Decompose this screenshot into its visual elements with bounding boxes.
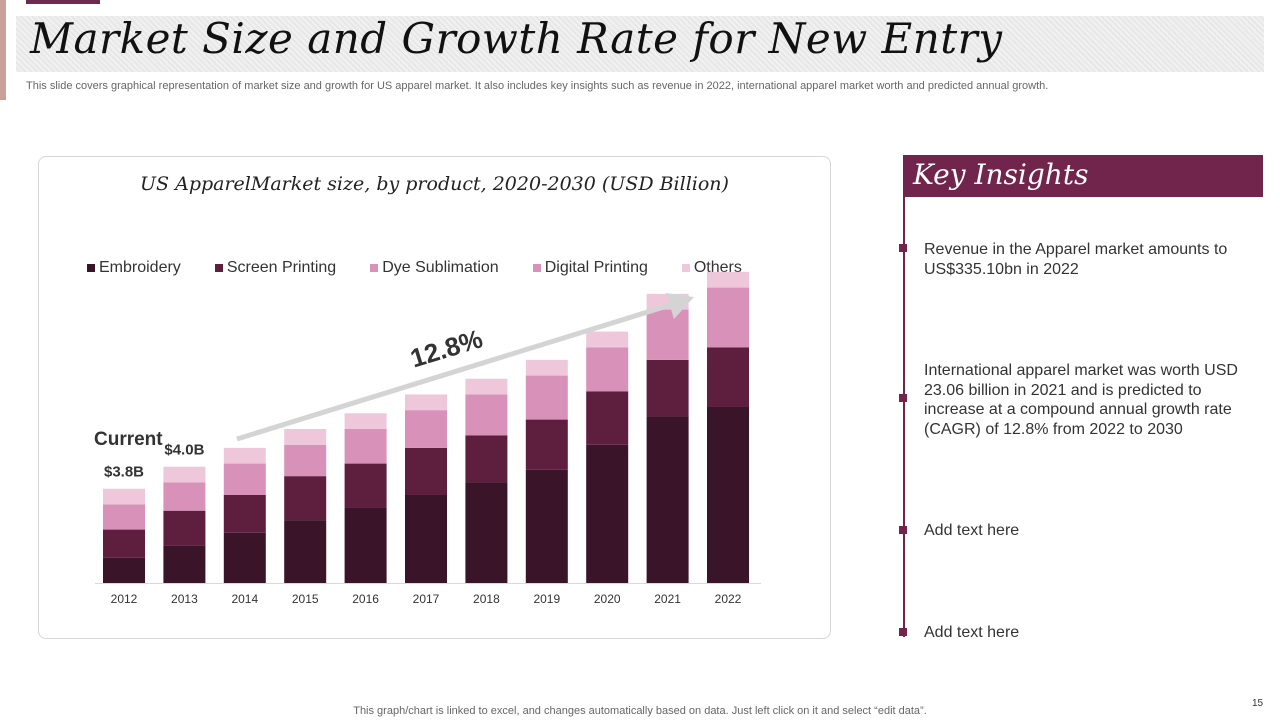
timeline-line (903, 197, 905, 637)
legend-item: Dye Sublimation (370, 259, 499, 277)
bar-segment (586, 444, 629, 583)
bar-segment (223, 463, 266, 495)
legend-swatch (681, 264, 690, 272)
legend-item: Screen Printing (214, 259, 337, 277)
slide-subtitle: This slide covers graphical representati… (26, 80, 1049, 92)
side-accent-bar (0, 0, 6, 100)
bar-segment (707, 287, 749, 348)
bar-segment (465, 394, 508, 436)
bar-segment (163, 466, 206, 483)
bar-segment (163, 482, 206, 511)
bar-value-label: $3.8B (104, 464, 144, 481)
footer-note: This graph/chart is linked to excel, and… (353, 705, 927, 717)
legend-item: Embroidery (87, 259, 181, 277)
stacked-bar-chart[interactable]: 2012 2013 2014 2015 2016 2017 2018 2019 2020 2021… (39, 157, 832, 640)
bar-segment (465, 482, 508, 583)
chart-legend: Embroidery Screen Printing Dye Sublimation… (87, 259, 776, 277)
bar-segment (284, 520, 327, 583)
bar-segment (405, 410, 447, 448)
legend-label: Screen Printing (226, 259, 337, 276)
bar-segment (525, 375, 568, 420)
bar-segment (344, 507, 387, 583)
x-tick-label: 2012 (111, 592, 138, 606)
x-tick-label: 2020 (594, 592, 621, 606)
legend-item: Others (681, 259, 742, 277)
chart-title: US ApparelMarket size, by product, 2020-… (140, 173, 729, 195)
legend-swatch (532, 264, 541, 272)
bar-segment (223, 447, 266, 464)
bar-segment (163, 545, 206, 583)
insight-text-2: International apparel market was worth U… (924, 362, 1238, 438)
bar-segment (465, 378, 508, 395)
bar-segment (405, 394, 447, 411)
x-tick-label: 2021 (654, 592, 681, 606)
x-tick-label: 2014 (231, 592, 258, 606)
legend-swatch (370, 264, 379, 272)
bar-segment (707, 271, 749, 288)
bar-segment (284, 444, 327, 477)
x-tick-label: 2015 (292, 592, 319, 606)
bar-segment (465, 435, 508, 483)
legend-label: Embroidery (99, 259, 181, 276)
x-tick-label: 2018 (473, 592, 500, 606)
growth-arrow-line (236, 299, 681, 442)
x-tick-label: 2016 (352, 592, 379, 606)
growth-arrow-head (666, 293, 694, 319)
chart-card[interactable]: US ApparelMarket size, by product, 2020-… (38, 156, 831, 639)
bar-segment (103, 557, 145, 583)
title-band (16, 16, 1264, 72)
x-tick-label: 2019 (533, 592, 560, 606)
bar-segment (223, 495, 266, 533)
key-insights-header: Key Insights (903, 155, 1263, 197)
bar-segment (646, 416, 689, 583)
bar-segment (707, 347, 749, 407)
insight-bullet-1 (899, 244, 907, 252)
legend-item: Digital Printing (532, 259, 648, 277)
insight-bullet-3 (899, 526, 907, 534)
bar-segment (525, 419, 568, 470)
bar-segment (525, 469, 568, 583)
bar-segment (646, 359, 689, 417)
insight-bullet-4 (899, 628, 907, 636)
bar-segment (284, 476, 327, 521)
bar-segment (344, 429, 387, 464)
legend-swatch (214, 264, 223, 272)
legend-label: Digital Printing (544, 259, 648, 276)
legend-label: Dye Sublimation (382, 259, 499, 276)
bar-segment (344, 413, 387, 429)
bar-segment (586, 391, 629, 445)
insight-text-1: Revenue in the Apparel market amounts to… (924, 241, 1228, 278)
bar-segment (586, 347, 629, 392)
page-number: 15 (1252, 698, 1264, 709)
bar-segment (223, 532, 266, 583)
bar-segment (405, 495, 447, 583)
bar-segment (103, 488, 145, 505)
insight-text-4: Add text here (924, 624, 1020, 641)
bar-segment (284, 429, 327, 445)
x-tick-label: 2022 (715, 592, 742, 606)
bar-segment (405, 447, 447, 495)
bar-segment (344, 463, 387, 508)
current-annotation: Current (94, 429, 163, 450)
top-accent-bar (26, 0, 100, 4)
insight-text-3: Add text here (924, 522, 1020, 539)
bar-segment (707, 407, 749, 583)
bar-segment (163, 510, 206, 546)
bar-segment (525, 359, 568, 376)
bar-segment (103, 529, 145, 558)
x-tick-label: 2013 (171, 592, 198, 606)
bar-segment (586, 331, 629, 348)
bar-segment (646, 309, 689, 360)
insight-bullet-2 (899, 394, 907, 402)
key-insights-title: Key Insights (913, 158, 1089, 191)
bar-segment (103, 504, 145, 530)
x-tick-label: 2017 (413, 592, 440, 606)
legend-swatch (87, 264, 95, 272)
slide-title: Market Size and Growth Rate for New Entr… (30, 14, 1003, 63)
bar-value-label: $4.0B (164, 442, 204, 459)
legend-label: Others (693, 259, 742, 276)
